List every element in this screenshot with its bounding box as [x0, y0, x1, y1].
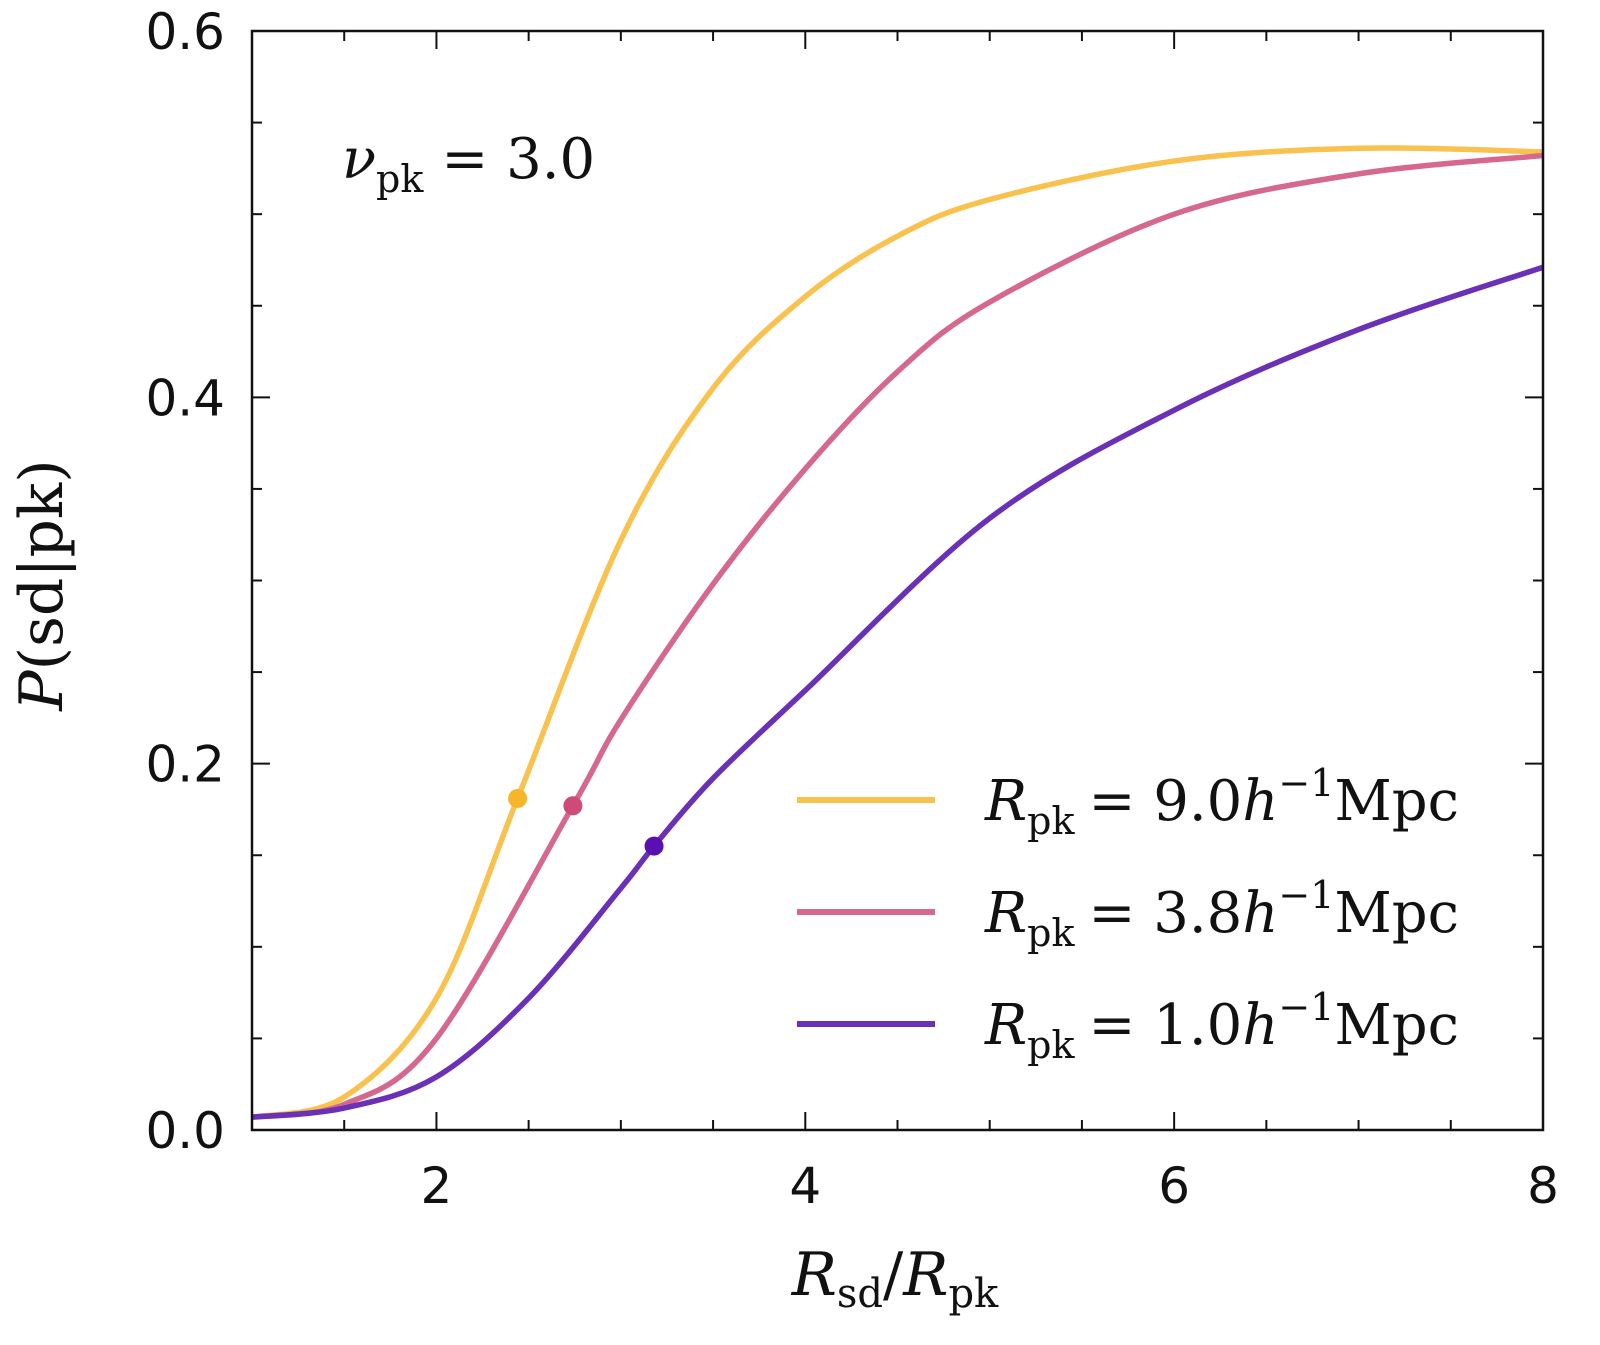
- series-line-0: [251, 145, 1544, 1120]
- series-line-1: [251, 152, 1544, 1120]
- y-tick-label: 0.6: [145, 3, 225, 61]
- plot-frame: [250, 29, 1545, 1132]
- ticks: 2 4 6 8 0.0 0.2 0.4 0.6: [145, 3, 1558, 1215]
- y-axis-label: P(sd|pk): [7, 459, 77, 711]
- legend: Rpk = 9.0h−1Mpc Rpk = 3.8h−1Mpc Rpk = 1.0h−1M…: [797, 761, 1459, 1067]
- y-tick-label: 0.2: [145, 736, 225, 794]
- x-axis-label: Rsd/Rpk: [791, 1240, 999, 1317]
- y-tick-label: 0.0: [145, 1102, 225, 1160]
- series-marker-2: [644, 836, 664, 856]
- y-tick-label: 0.4: [145, 369, 225, 427]
- series-marker-0: [508, 788, 528, 808]
- legend-label-0: Rpk = 9.0h−1Mpc: [984, 761, 1459, 843]
- x-tick-label: 6: [1158, 1157, 1190, 1215]
- legend-label-1: Rpk = 3.8h−1Mpc: [984, 873, 1459, 955]
- x-tick-label: 4: [789, 1157, 821, 1215]
- series-line-2: [251, 264, 1544, 1120]
- series-marker-1: [563, 796, 583, 816]
- annotation-nu: νpk = 3.0: [342, 127, 595, 201]
- x-tick-label: 2: [421, 1157, 453, 1215]
- x-tick-label: 8: [1527, 1157, 1559, 1215]
- legend-label-2: Rpk = 1.0h−1Mpc: [984, 985, 1459, 1067]
- curves: [251, 145, 1544, 1120]
